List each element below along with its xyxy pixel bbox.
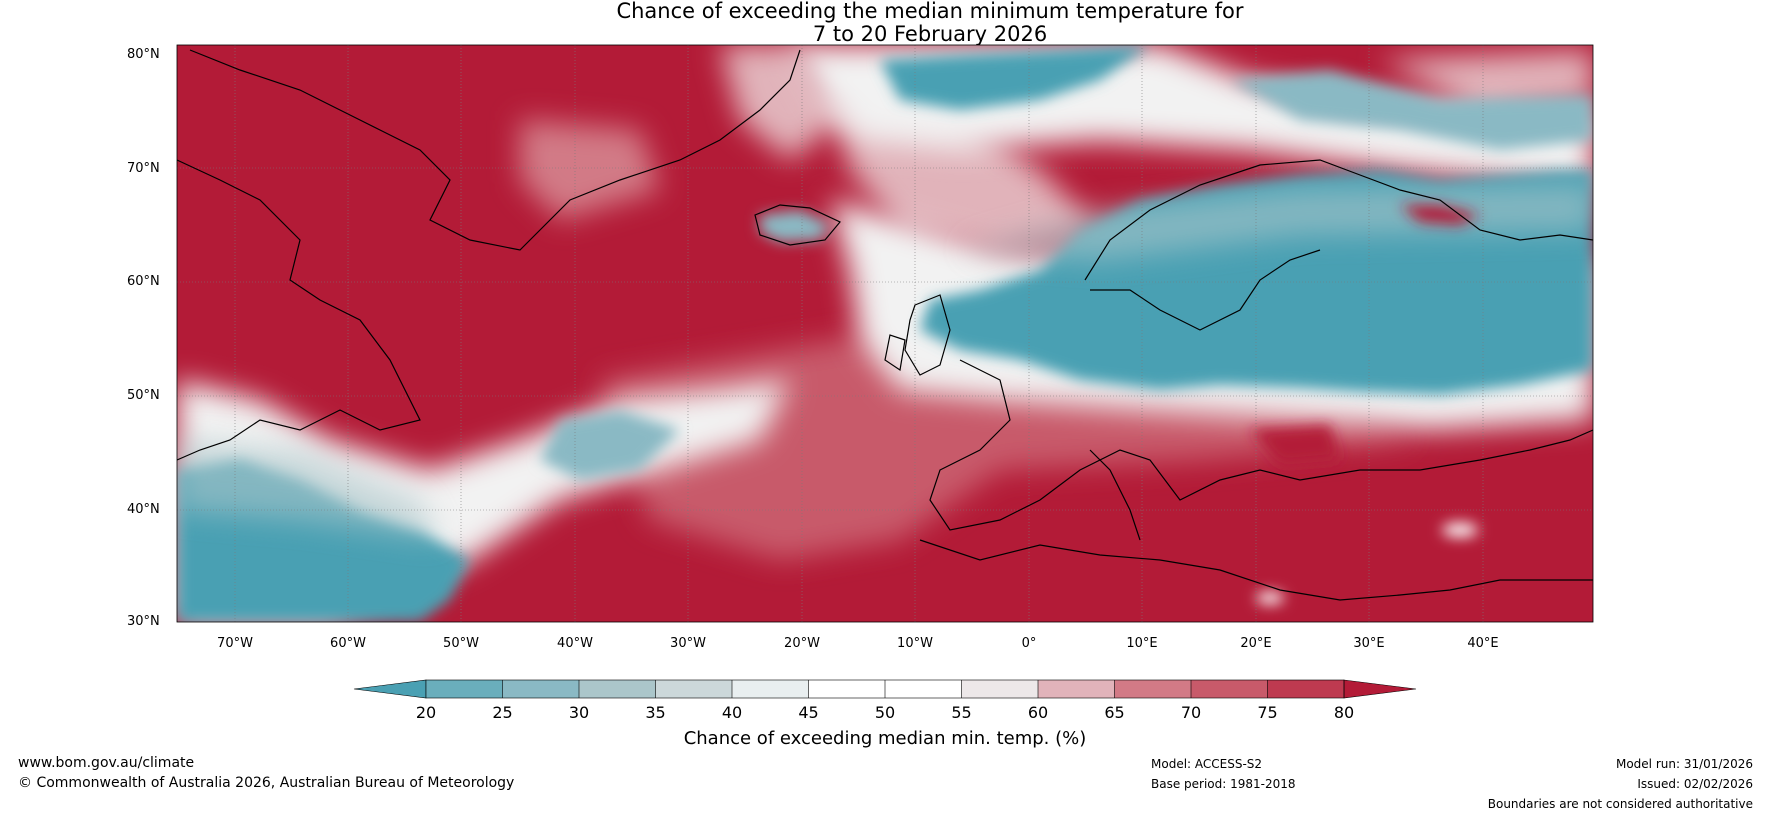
- lon-label-60w: 60°W: [330, 636, 366, 651]
- lon-label-40e: 40°E: [1467, 636, 1499, 651]
- colorbar: [353, 679, 1417, 699]
- lon-label-30e: 30°E: [1353, 636, 1385, 651]
- colorbar-tick: 70: [1180, 703, 1202, 722]
- map-title: Chance of exceeding the median minimum t…: [0, 0, 1770, 46]
- lat-label-70n: 70°N: [127, 161, 160, 176]
- footer-copyright: © Commonwealth of Australia 2026, Austra…: [18, 775, 515, 791]
- colorbar-tick: 65: [1104, 703, 1125, 722]
- probability-field: [177, 45, 1593, 622]
- lon-label-0: 0°: [1021, 636, 1037, 651]
- coastlines: [177, 49, 1593, 601]
- lon-label-10e: 10°E: [1126, 636, 1158, 651]
- colorbar-tick: 60: [1027, 703, 1049, 722]
- lon-label-30w: 30°W: [670, 636, 706, 651]
- colorbar-tick: 55: [951, 703, 972, 722]
- colorbar-tick: 20: [415, 703, 437, 722]
- footer-disclaimer: Boundaries are not considered authoritat…: [1487, 797, 1753, 811]
- lon-label-40w: 40°W: [557, 636, 593, 651]
- colorbar-tick: 50: [874, 703, 896, 722]
- footer-model: Model: ACCESS-S2: [1151, 757, 1263, 771]
- lat-label-50n: 50°N: [127, 388, 160, 403]
- colorbar-tick: 30: [568, 703, 590, 722]
- lat-label-60n: 60°N: [127, 274, 160, 289]
- lon-label-10w: 10°W: [897, 636, 933, 651]
- colorbar-tick: 80: [1333, 703, 1355, 722]
- footer-site-link[interactable]: www.bom.gov.au/climate: [18, 755, 195, 771]
- footer-base-period: Base period: 1981-2018: [1151, 777, 1296, 791]
- lat-label-40n: 40°N: [127, 502, 160, 517]
- title-line-1: Chance of exceeding the median minimum t…: [616, 0, 1244, 23]
- footer-issued: Issued: 02/02/2026: [1637, 777, 1753, 791]
- lon-label-50w: 50°W: [443, 636, 479, 651]
- colorbar-label: Chance of exceeding median min. temp. (%…: [683, 728, 1087, 749]
- title-line-2: 7 to 20 February 2026: [812, 22, 1048, 46]
- lat-label-30n: 30°N: [127, 614, 160, 629]
- colorbar-tick: 45: [798, 703, 819, 722]
- colorbar-tick: 25: [492, 703, 513, 722]
- colorbar-tick: 40: [721, 703, 743, 722]
- colorbar-tick: 35: [645, 703, 666, 722]
- footer-model-run: Model run: 31/01/2026: [1615, 757, 1753, 771]
- lon-label-20e: 20°E: [1240, 636, 1272, 651]
- colorbar-tick: 75: [1257, 703, 1278, 722]
- lat-label-80n: 80°N: [127, 47, 160, 62]
- lon-label-20w: 20°W: [784, 636, 820, 651]
- lon-label-70w: 70°W: [217, 636, 253, 651]
